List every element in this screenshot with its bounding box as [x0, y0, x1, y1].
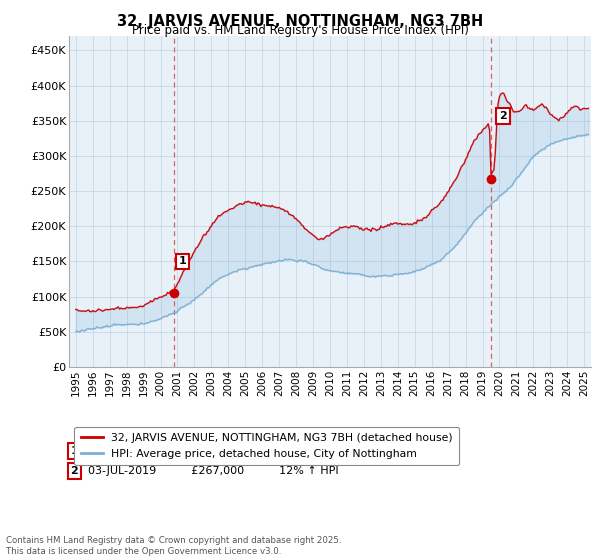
Text: Price paid vs. HM Land Registry's House Price Index (HPI): Price paid vs. HM Land Registry's House … [131, 24, 469, 37]
Legend: 32, JARVIS AVENUE, NOTTINGHAM, NG3 7BH (detached house), HPI: Average price, det: 32, JARVIS AVENUE, NOTTINGHAM, NG3 7BH (… [74, 427, 460, 465]
Text: 2: 2 [499, 111, 507, 121]
Text: 12-OCT-2000          £105,000          52% ↑ HPI: 12-OCT-2000 £105,000 52% ↑ HPI [74, 446, 343, 456]
Text: 1: 1 [70, 446, 78, 456]
Text: 1: 1 [179, 256, 186, 267]
Text: Contains HM Land Registry data © Crown copyright and database right 2025.
This d: Contains HM Land Registry data © Crown c… [6, 536, 341, 556]
Text: 2: 2 [70, 466, 78, 476]
Text: 03-JUL-2019          £267,000          12% ↑ HPI: 03-JUL-2019 £267,000 12% ↑ HPI [74, 466, 339, 476]
Text: 32, JARVIS AVENUE, NOTTINGHAM, NG3 7BH: 32, JARVIS AVENUE, NOTTINGHAM, NG3 7BH [117, 14, 483, 29]
